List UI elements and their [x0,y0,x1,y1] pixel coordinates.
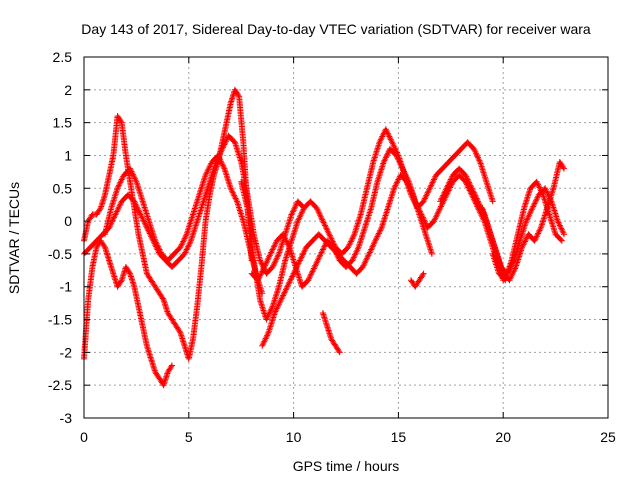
x-tick-label: 0 [80,429,88,445]
x-tick-label: 20 [495,429,511,445]
plot-frame [83,56,609,419]
data-series [81,237,175,389]
data-point-markers [408,270,427,290]
y-tick-label: 0.5 [53,180,73,196]
y-tick-label: -2.5 [48,377,72,393]
y-tick-label: -2 [60,344,73,360]
data-series [489,178,565,284]
y-tick-label: -3 [60,410,73,426]
data-point-markers [259,172,435,349]
x-tick-label: 10 [286,429,302,445]
y-axis-label: SDTVAR / TECUs [6,182,22,294]
x-tick-label: 25 [600,429,616,445]
x-axis-label: GPS time / hours [293,458,400,474]
data-series [259,172,435,349]
y-tick-label: 1.5 [53,115,73,131]
x-tick-label: 5 [185,429,193,445]
y-tick-label: -0.5 [48,246,72,262]
y-tick-label: 0 [64,213,72,229]
data-point-markers [489,178,565,284]
data-series [248,145,507,290]
y-tick-label: 1 [64,147,72,163]
y-tick-label: -1.5 [48,312,72,328]
data-series [319,310,343,356]
data-point-markers [248,145,507,290]
y-tick-label: 2 [64,82,72,98]
chart-title: Day 143 of 2017, Sidereal Day-to-day VTE… [81,21,591,37]
axis-ticks: 0 5 10 15 20 25 -3 -2.5 -2 -1.5 -1 -0.5 0 0.5 1 1.5 2 2.5 [48,49,616,445]
x-tick-label: 15 [391,429,407,445]
data-marks [81,86,567,389]
data-point-markers [319,310,343,356]
data-point-markers [81,237,175,389]
grid [84,57,608,418]
data-series [408,270,427,290]
y-tick-label: 2.5 [53,49,73,65]
y-tick-label: -1 [60,279,73,295]
